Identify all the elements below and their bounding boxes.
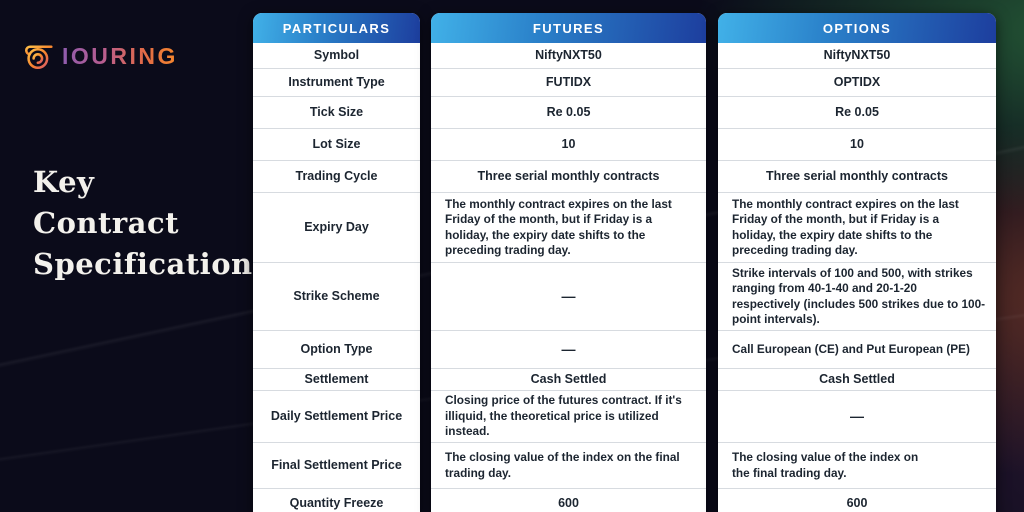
- futures-expiry-day: The monthly contract expires on the last…: [431, 193, 706, 263]
- futures-strike-scheme: —: [431, 263, 706, 331]
- futures-lot-size: 10: [431, 129, 706, 161]
- options-symbol: NiftyNXT50: [718, 43, 996, 69]
- row-label-settlement: Settlement: [253, 369, 420, 391]
- options-final-settlement-price: The closing value of the index on the fi…: [718, 443, 996, 489]
- row-label-tick-size: Tick Size: [253, 97, 420, 129]
- options-lot-size: 10: [718, 129, 996, 161]
- table-column-particulars: PARTICULARS Symbol Instrument Type Tick …: [253, 13, 420, 512]
- options-trading-cycle: Three serial monthly contracts: [718, 161, 996, 193]
- title-line: Key: [33, 165, 95, 199]
- row-label-trading-cycle: Trading Cycle: [253, 161, 420, 193]
- options-quantity-freeze: 600: [846, 495, 868, 510]
- row-label-lot-size: Lot Size: [253, 129, 420, 161]
- row-label-expiry-day: Expiry Day: [253, 193, 420, 263]
- table-column-futures: FUTURES NiftyNXT50 FUTIDX Re 0.05 10 Thr…: [431, 13, 706, 512]
- page-title: Key Contract Specifications: [33, 162, 269, 285]
- brand-name: IOURING: [62, 42, 178, 69]
- options-expiry-day: The monthly contract expires on the last…: [718, 193, 996, 263]
- row-label-symbol: Symbol: [253, 43, 420, 69]
- futures-daily-settlement-price: Closing price of the futures contract. I…: [431, 391, 706, 443]
- futures-option-type: —: [431, 331, 706, 369]
- column-header-options: OPTIONS: [718, 13, 996, 43]
- row-label-final-settlement-price: Final Settlement Price: [253, 443, 420, 489]
- brand-logo-icon: [20, 40, 54, 72]
- options-daily-settlement-price: —: [718, 391, 996, 443]
- futures-trading-cycle: Three serial monthly contracts: [431, 161, 706, 193]
- row-label-strike-scheme: Strike Scheme: [253, 263, 420, 331]
- row-label-option-type: Option Type: [253, 331, 420, 369]
- futures-final-settlement-price: The closing value of the index on the fi…: [431, 443, 706, 489]
- brand-header: IOURING: [20, 40, 178, 72]
- options-instrument-type: OPTIDX: [718, 69, 996, 97]
- options-tick-size: Re 0.05: [718, 97, 996, 129]
- futures-tick-size: Re 0.05: [431, 97, 706, 129]
- row-label-daily-settlement-price: Daily Settlement Price: [253, 391, 420, 443]
- title-line: Contract: [33, 206, 180, 240]
- futures-symbol: NiftyNXT50: [431, 43, 706, 69]
- futures-settlement: Cash Settled: [431, 369, 706, 391]
- options-settlement: Cash Settled: [718, 369, 996, 391]
- column-header-particulars: PARTICULARS: [253, 13, 420, 43]
- row-label-quantity-freeze: Quantity Freeze: [289, 495, 384, 510]
- column-header-futures: FUTURES: [431, 13, 706, 43]
- futures-instrument-type: FUTIDX: [431, 69, 706, 97]
- options-strike-scheme: Strike intervals of 100 and 500, with st…: [718, 263, 996, 331]
- row-label-instrument-type: Instrument Type: [253, 69, 420, 97]
- title-line: Specifications: [33, 247, 270, 281]
- table-column-options: OPTIONS NiftyNXT50 OPTIDX Re 0.05 10 Thr…: [718, 13, 996, 512]
- options-option-type: Call European (CE) and Put European (PE): [718, 331, 996, 369]
- futures-quantity-freeze: 600: [558, 495, 579, 510]
